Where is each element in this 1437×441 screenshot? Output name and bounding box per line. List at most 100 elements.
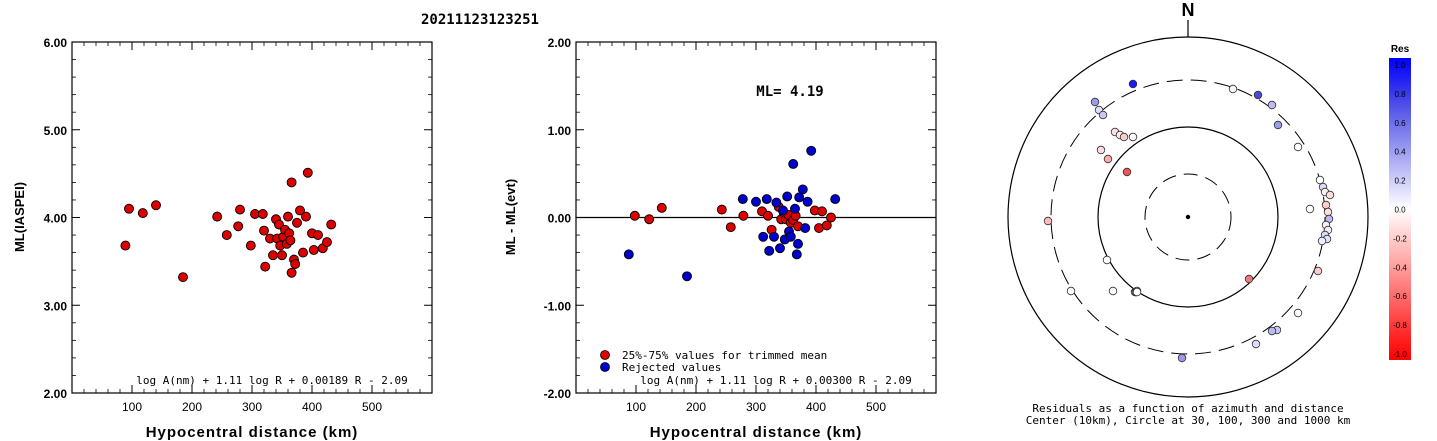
colorbar-label: -0.6: [1393, 292, 1407, 301]
rejected-residual-point: [794, 192, 805, 203]
polar-residual-plot: N Residuals as a function of azimuth and…: [1007, 0, 1369, 427]
azimuth-residual-point: [1273, 120, 1283, 130]
panel2-xtick-label: 500: [866, 400, 886, 414]
azimuth-residual-point: [1313, 266, 1323, 276]
azimuth-residual-point: [1096, 145, 1106, 155]
ml-point: [292, 217, 302, 228]
rejected-residual-point: [782, 191, 793, 202]
rejected-residual-point: [797, 184, 808, 195]
panel2-ytick-label: 1.00: [548, 124, 572, 138]
colorbar-labels: 1.0 0.8 0.6 0.4 0.2 0.0 -0.2 -0.4 -0.6 -0.8 -1.0: [1393, 61, 1407, 359]
panel2-points: [623, 145, 841, 282]
ml-point: [120, 240, 131, 251]
panel1-ylabel: ML(IASPEI): [12, 182, 27, 252]
colorbar-label: 0.2: [1394, 177, 1406, 186]
colorbar-label: -0.8: [1393, 321, 1407, 330]
azimuth-residual-point: [1103, 154, 1113, 164]
rejected-residual-point: [785, 231, 796, 242]
rejected-residual-point: [761, 194, 772, 205]
azimuth-residual-point: [1325, 190, 1335, 200]
panel2-ytick-label: -2.00: [544, 387, 572, 401]
rejected-residual-point: [737, 194, 748, 205]
colorbar-label: 0.4: [1394, 148, 1406, 157]
ml-point: [151, 200, 161, 211]
azimuth-residual-point: [1315, 175, 1325, 185]
page-title: 20211123123251: [421, 12, 539, 28]
colorbar-title: Res: [1391, 44, 1410, 55]
residual-colorbar: Res 1.0 0.8 0.6 0.4 0.2 0.0 -0.2 -0.4 -0.6 -0.8 -1…: [1389, 44, 1411, 360]
panel1-ytick-label: 5.00: [44, 124, 68, 138]
panel1-ytick-label: 2.00: [44, 387, 68, 401]
rejected-residual-point: [791, 249, 802, 260]
panel1-formula: log A(nm) + 1.11 log R + 0.00189 R - 2.0…: [136, 374, 408, 387]
panel2-xtick-label: 200: [686, 400, 706, 414]
panel1-xtick-label: 500: [362, 400, 382, 414]
azimuth-residual-point: [1253, 90, 1263, 100]
azimuth-residual-point: [1132, 287, 1142, 297]
panel2-xtick-label: 400: [806, 400, 826, 414]
colorbar-gradient: [1389, 58, 1411, 360]
legend-trimmed-marker: [600, 350, 610, 360]
ml-point: [301, 211, 311, 222]
rejected-residual-point: [775, 243, 785, 254]
azimuth-residual-point: [1102, 255, 1112, 265]
rejected-residual-point: [771, 197, 782, 208]
azimuth-residual-point: [1128, 132, 1138, 142]
rejected-residual-point: [788, 159, 799, 169]
azimuth-residual-point: [1251, 339, 1261, 349]
panel1-ticks: 100 200 300 400 500 2.00 3.00 4.00 5.00 6.00: [44, 36, 432, 414]
trimmed-residual-point: [629, 210, 640, 221]
panel2-ytick-label: 2.00: [548, 36, 572, 50]
panel2-xlabel: Hypocentral distance (km): [650, 424, 863, 441]
ml-point: [277, 250, 287, 261]
panel1-points: [120, 167, 337, 283]
rejected-residual-point: [793, 238, 803, 249]
ml-iaspei-panel: 100 200 300 400 500 2.00 3.00 4.00 5.00 6.00 ML(I…: [12, 36, 433, 441]
rejected-residual-point: [830, 194, 841, 205]
ml-point: [285, 235, 296, 246]
panel2-xtick-label: 300: [746, 400, 766, 414]
colorbar-label: -0.2: [1393, 234, 1407, 243]
azimuth-residual-point: [1122, 167, 1132, 177]
trimmed-residual-point: [817, 206, 827, 217]
ml-point: [286, 267, 297, 278]
polar-points: [1043, 79, 1335, 363]
panel1-xlabel: Hypocentral distance (km): [146, 424, 359, 441]
panel1-ytick-label: 4.00: [44, 212, 68, 226]
rejected-residual-point: [758, 231, 769, 242]
trimmed-residual-point: [821, 220, 832, 231]
panel1-xtick-label: 400: [302, 400, 322, 414]
panel1-xtick-label: 200: [182, 400, 202, 414]
ml-point: [290, 259, 301, 269]
azimuth-residual-point: [1267, 326, 1277, 336]
ml-point: [268, 250, 278, 261]
ring-30km: [1144, 173, 1232, 261]
panel2-ticks: 100 200 300 400 500 -2.00 -1.00 0.00 1.00 2.00: [544, 36, 936, 414]
ml-point: [313, 230, 323, 241]
ml-point: [322, 237, 332, 248]
ml-point: [260, 261, 271, 272]
azimuth-residual-point: [1043, 216, 1053, 226]
azimuth-residual-point: [1066, 286, 1076, 296]
azimuth-residual-point: [1119, 132, 1129, 142]
center-dot: [1185, 214, 1191, 220]
ml-point: [257, 209, 268, 219]
azimuth-residual-point: [1244, 274, 1254, 284]
ml-point: [326, 219, 337, 230]
colorbar-label: 0.6: [1394, 119, 1406, 128]
azimuth-residual-point: [1090, 97, 1100, 107]
polar-caption-1: Residuals as a function of azimuth and d…: [1032, 402, 1343, 415]
azimuth-residual-point: [1305, 204, 1315, 214]
polar-caption-2: Center (10km), Circle at 30, 100, 300 an…: [1026, 414, 1351, 427]
rejected-residual-point: [800, 223, 811, 233]
azimuth-residual-point: [1323, 207, 1333, 217]
azimuth-residual-point: [1228, 84, 1238, 94]
panel1-ytick-label: 6.00: [44, 36, 68, 50]
trimmed-residual-point: [716, 204, 727, 215]
azimuth-residual-point: [1177, 353, 1187, 363]
azimuth-residual-point: [1321, 200, 1331, 210]
colorbar-label: 0.0: [1394, 206, 1406, 215]
north-label: N: [1182, 0, 1195, 20]
colorbar-label: -1.0: [1393, 350, 1407, 359]
ml-point: [259, 225, 269, 236]
